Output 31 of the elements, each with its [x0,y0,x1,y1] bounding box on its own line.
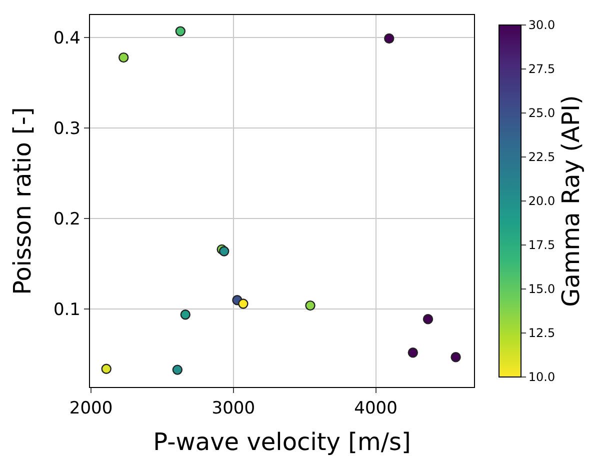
color-bar-label: 10.0 [528,370,556,384]
y-tick-label: 0.4 [53,28,80,49]
point [180,309,190,320]
x-axis-title: P-wave velocity [m/s] [153,428,411,456]
color-bar-label: 22.5 [528,150,556,164]
point [172,364,183,375]
y-tick-label: 0.3 [53,119,80,140]
color-bar-label: 25.0 [528,106,556,120]
x-tick-label: 2000 [69,398,113,418]
point [305,300,316,311]
point [450,352,461,362]
color-bar-label: 12.5 [528,326,556,340]
point [384,33,394,44]
point [101,364,112,374]
color-bar-label: 27.5 [528,62,556,76]
color-bar-label: 20.0 [528,194,556,208]
y-axis-title: Poisson ratio [-] [8,107,37,295]
point [408,348,418,358]
point [219,246,230,256]
y-tick-label: 0.2 [53,210,80,230]
x-tick-label: 3000 [212,398,256,418]
y-tick-label: 0.1 [53,300,80,320]
x-tick-label: 4000 [354,398,398,418]
point [238,298,248,309]
color-bar-label: 17.5 [528,238,556,252]
color-bar-title: Gamma Ray (API) [557,95,586,307]
color-bar-label: 30.0 [528,18,556,32]
point [118,52,129,63]
point [422,314,434,324]
point [175,26,186,36]
color-bar-label: 15.0 [528,282,556,296]
